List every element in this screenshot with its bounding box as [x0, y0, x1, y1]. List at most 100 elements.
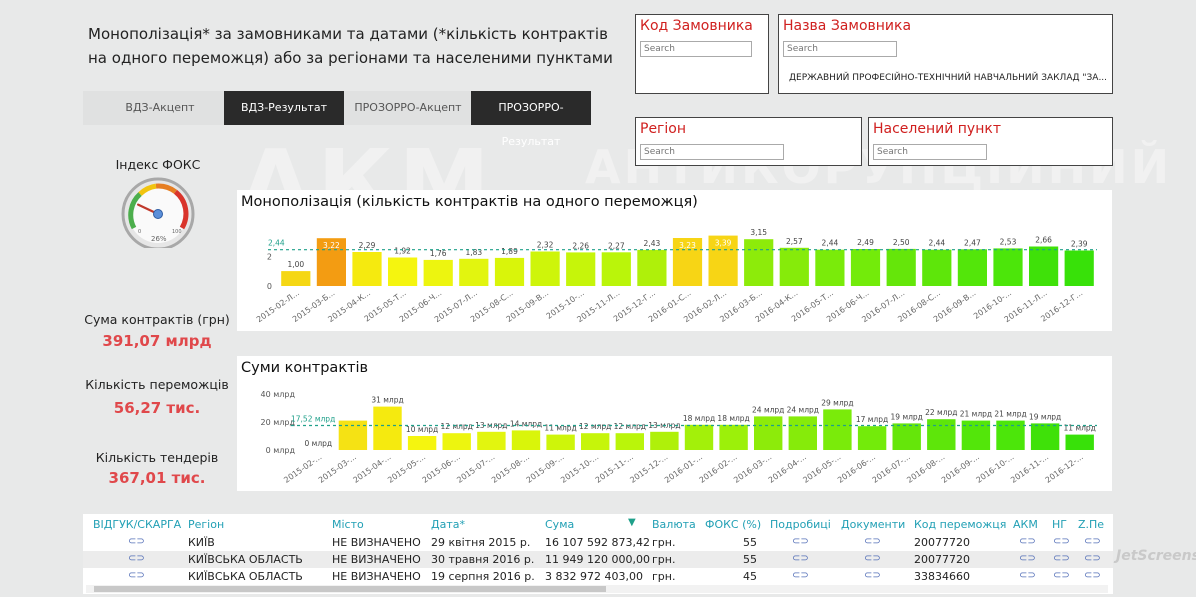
akm-link-icon[interactable]: ⊂⊃	[1019, 570, 1036, 581]
contract-sums-chart-panel: Суми контрактів 0 млрд 20 млрд 40 млрд 0 мл…	[237, 356, 1112, 491]
data-label: 19 млрд	[1029, 412, 1061, 421]
locality-search-input[interactable]	[873, 144, 987, 160]
data-label: 19 млрд	[891, 412, 923, 421]
data-label: 24 млрд	[787, 405, 819, 414]
z-pe-link-icon[interactable]: ⊂⊃	[1084, 570, 1101, 581]
bar	[1029, 246, 1059, 286]
x-tick-label: 2015-04-...	[351, 452, 392, 485]
bar	[494, 257, 525, 286]
documents-link-icon[interactable]: ⊂⊃	[864, 553, 881, 564]
col-header-details[interactable]: Подробиці	[770, 518, 831, 531]
cell-date: 29 квітня 2015 р.	[431, 536, 531, 549]
filter-region: Регіон	[635, 117, 862, 166]
data-label: 2,44	[928, 239, 945, 248]
tab-vdz-result[interactable]: ВДЗ-Результат	[224, 91, 344, 125]
bar	[459, 258, 489, 286]
bar	[927, 419, 956, 450]
details-link-icon[interactable]: ⊂⊃	[792, 570, 809, 581]
feedback-link-icon[interactable]: ⊂⊃	[128, 570, 145, 581]
data-label: 2,50	[893, 238, 910, 247]
documents-link-icon[interactable]: ⊂⊃	[864, 536, 881, 547]
bar	[581, 433, 610, 450]
col-header-z-pe[interactable]: Z.Пе	[1078, 518, 1105, 531]
x-tick-label: 2015-09-...	[525, 452, 566, 485]
chart-title: Суми контрактів	[241, 360, 369, 376]
tab-prozorro-result[interactable]: ПРОЗОРРО-Результат	[471, 91, 591, 148]
documents-link-icon[interactable]: ⊂⊃	[864, 570, 881, 581]
data-label: 31 млрд	[371, 396, 403, 405]
feedback-link-icon[interactable]: ⊂⊃	[128, 553, 145, 564]
gauge-value-label: 26%	[151, 235, 167, 243]
data-label: 12 млрд	[441, 422, 473, 431]
average-label: 17,52 млрд	[291, 415, 335, 424]
col-header-documents[interactable]: Документи	[841, 518, 906, 531]
filter-title: Назва Замовника	[783, 18, 912, 34]
data-label: 2,39	[1071, 240, 1088, 249]
details-link-icon[interactable]: ⊂⊃	[792, 553, 809, 564]
x-tick-label: 2016-04-...	[767, 452, 808, 485]
filter-title: Населений пункт	[873, 121, 1001, 137]
x-tick-label: 2015-12-...	[628, 452, 669, 485]
bar	[672, 238, 703, 286]
data-label: 18 млрд	[717, 414, 749, 423]
col-header-ng[interactable]: НГ	[1052, 518, 1067, 531]
customer-name-search-input[interactable]	[783, 41, 897, 57]
bar	[823, 409, 852, 450]
data-label: 1,00	[287, 260, 304, 269]
x-tick-label: 2016-10-...	[974, 452, 1015, 485]
bar	[788, 416, 817, 450]
bar	[1030, 423, 1060, 450]
ng-link-icon[interactable]: ⊂⊃	[1053, 553, 1070, 564]
customer-code-search-input[interactable]	[640, 41, 752, 57]
data-label: 2,32	[537, 241, 554, 250]
akm-link-icon[interactable]: ⊂⊃	[1019, 553, 1036, 564]
col-header-winner-code[interactable]: Код переможця	[914, 518, 1007, 531]
region-search-input[interactable]	[640, 144, 784, 160]
x-tick-label: 2015-08-...	[490, 452, 531, 485]
akm-link-icon[interactable]: ⊂⊃	[1019, 536, 1036, 547]
feedback-link-icon[interactable]: ⊂⊃	[128, 536, 145, 547]
tab-prozorro-accept[interactable]: ПРОЗОРРО-Акцепт	[348, 91, 468, 125]
customer-name-list-item[interactable]: ДЕРЖАВНИЙ ПРОФЕСІЙНО-ТЕХНІЧНИЙ НАВЧАЛЬНИ…	[789, 73, 1108, 83]
col-header-feedback[interactable]: ВІДГУК/СКАРГА	[93, 518, 182, 531]
z-pe-link-icon[interactable]: ⊂⊃	[1084, 553, 1101, 564]
sort-desc-icon[interactable]: ▼	[628, 517, 636, 528]
data-label: 1,92	[394, 247, 411, 256]
data-label: 2,47	[964, 238, 981, 247]
tenders-value: 367,01 тис.	[108, 469, 206, 487]
ng-link-icon[interactable]: ⊂⊃	[1053, 536, 1070, 547]
gauge-green-band	[128, 192, 142, 230]
tab-vdz-accept[interactable]: ВДЗ-Акцепт	[100, 91, 220, 125]
col-header-sum[interactable]: Сума	[545, 518, 575, 531]
cell-currency: грн.	[652, 553, 676, 566]
table-row[interactable]: ⊂⊃ КИЇВСЬКА ОБЛАСТЬ НЕ ВИЗНАЧЕНО 19 серп…	[83, 568, 1113, 585]
col-header-city[interactable]: Місто	[332, 518, 364, 531]
table-horizontal-scrollbar[interactable]	[86, 585, 1108, 593]
x-tick-label: 2015-05-...	[386, 452, 427, 485]
filter-title: Код Замовника	[640, 18, 753, 34]
cell-region: КИЇВСЬКА ОБЛАСТЬ	[188, 553, 303, 566]
bar	[566, 252, 596, 286]
z-pe-link-icon[interactable]: ⊂⊃	[1084, 536, 1101, 547]
cell-foks: 55	[743, 536, 757, 549]
bar	[993, 248, 1023, 286]
col-header-akm[interactable]: АКМ	[1013, 518, 1038, 531]
col-header-region[interactable]: Регіон	[188, 518, 225, 531]
col-header-currency[interactable]: Валюта	[652, 518, 696, 531]
x-tick-label: 2016-03-...	[732, 452, 773, 485]
cell-foks: 45	[743, 570, 757, 583]
data-label: 2,26	[572, 241, 589, 250]
col-header-date[interactable]: Дата*	[431, 518, 465, 531]
table-row[interactable]: ⊂⊃ КИЇВ НЕ ВИЗНАЧЕНО 29 квітня 2015 р. 1…	[83, 534, 1113, 551]
data-label: 12 млрд	[614, 422, 646, 431]
ng-link-icon[interactable]: ⊂⊃	[1053, 570, 1070, 581]
col-header-foks[interactable]: ФОКС (%)	[705, 518, 762, 531]
data-label: 11 млрд	[1064, 424, 1096, 433]
x-tick-label: 2016-05-...	[801, 452, 842, 485]
cell-region: КИЇВ	[188, 536, 215, 549]
cell-winner-code: 20077720	[914, 553, 970, 566]
scrollbar-thumb[interactable]	[94, 586, 606, 592]
table-row[interactable]: ⊂⊃ КИЇВСЬКА ОБЛАСТЬ НЕ ВИЗНАЧЕНО 30 трав…	[83, 551, 1113, 568]
details-link-icon[interactable]: ⊂⊃	[792, 536, 809, 547]
